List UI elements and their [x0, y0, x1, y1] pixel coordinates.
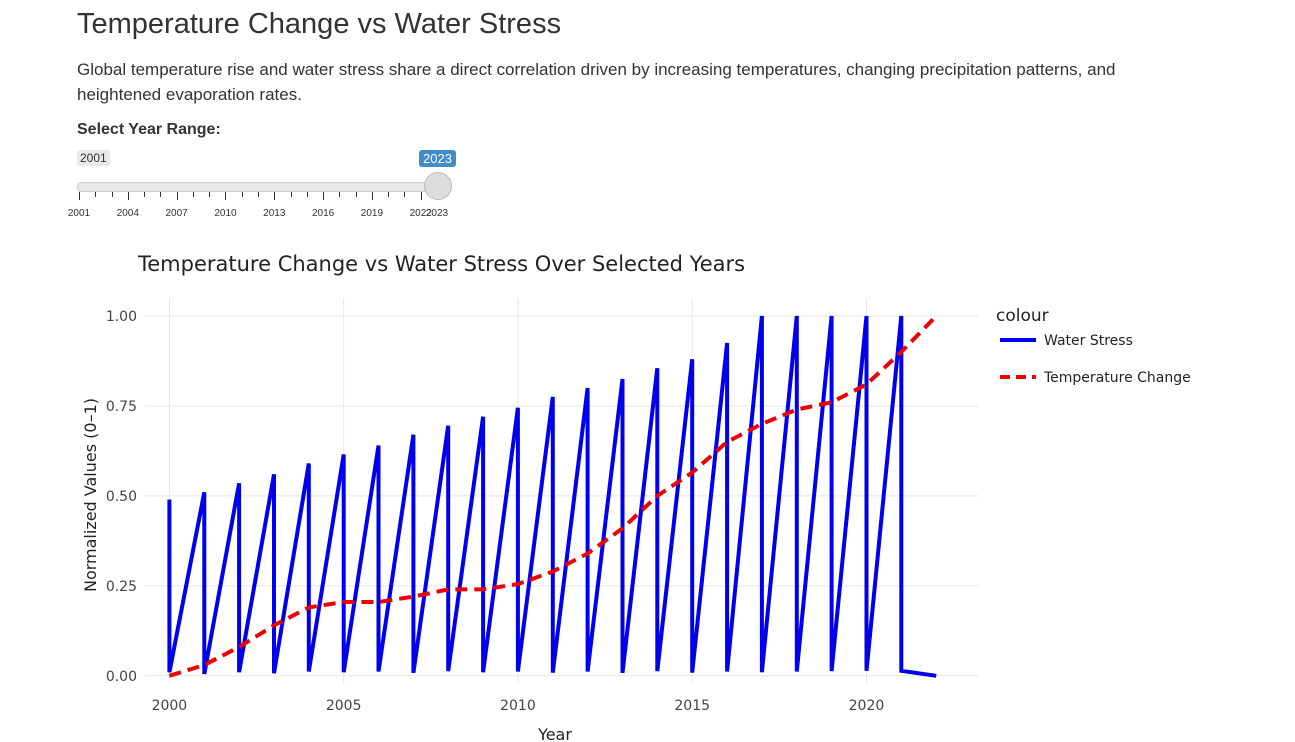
slider-max-value: 2023	[419, 150, 456, 167]
slider-tick	[192, 192, 194, 197]
slider-tick-label: 2004	[116, 208, 139, 219]
slider-tick-label: 2023	[425, 208, 449, 219]
slider-handle[interactable]	[424, 172, 452, 200]
x-tick-label: 2005	[326, 698, 362, 714]
slider-tick-label: 2010	[214, 208, 237, 219]
slider-tick	[111, 192, 113, 197]
x-axis-label: Year	[537, 725, 572, 742]
y-axis-label: Normalized Values (0–1)	[81, 398, 100, 592]
slider-tick-label: 2016	[311, 208, 335, 219]
slider-tick	[339, 192, 341, 197]
y-tick-label: 1.00	[106, 309, 137, 325]
slider-tick	[274, 192, 276, 200]
slider-tick	[404, 192, 406, 197]
slider-tick-label: 2001	[67, 208, 91, 219]
y-tick-label: 0.25	[106, 579, 137, 595]
slider-tick	[95, 192, 97, 197]
page-title: Temperature Change vs Water Stress	[77, 8, 562, 40]
legend-title: colour	[996, 306, 1049, 326]
chart-series	[167, 314, 938, 678]
chart-legend[interactable]: colour Water Stress Temperature Change	[996, 306, 1191, 386]
slider-tick	[355, 192, 357, 197]
x-axis-ticks: 2000 2005 2010 2015 2020	[152, 698, 885, 714]
series-line-temperature-change	[168, 314, 938, 678]
x-tick-label: 2020	[849, 698, 885, 714]
y-axis-ticks: 0.00 0.25 0.50 0.75 1.00	[106, 309, 137, 685]
slider-ticks: 2001 2004 2007 2010 2013 2016 2019 2022 2023	[68, 192, 457, 222]
y-tick-label: 0.50	[106, 489, 137, 505]
slider-tick-label: 2019	[360, 208, 384, 219]
legend-label: Water Stress	[1044, 333, 1133, 349]
slider-tick	[306, 192, 308, 197]
slider-tick	[144, 192, 146, 197]
slider-min-value: 2001	[77, 150, 110, 166]
year-range-label: Select Year Range:	[77, 121, 221, 138]
slider-track[interactable]	[77, 182, 439, 192]
slider-tick-label: 2022	[409, 208, 432, 219]
series-line-water-stress	[167, 315, 937, 678]
line-chart: Temperature Change vs Water Stress Over …	[81, 252, 1191, 742]
slider-tick	[160, 192, 162, 197]
y-tick-label: 0.75	[106, 399, 137, 415]
slider-tick	[290, 192, 292, 197]
slider-tick	[241, 192, 243, 197]
chart-title: Temperature Change vs Water Stress Over …	[137, 252, 745, 276]
slider-tick	[79, 192, 80, 200]
slider-tick	[176, 192, 178, 200]
slider-tick	[127, 192, 129, 200]
slider-tick-label: 2007	[165, 208, 188, 219]
slider-tick	[420, 192, 422, 200]
x-tick-label: 2000	[152, 698, 188, 714]
slider-tick	[209, 192, 211, 197]
page-description: Global temperature rise and water stress…	[77, 60, 1116, 104]
slider-tick-label: 2013	[263, 208, 286, 219]
x-tick-label: 2015	[674, 698, 710, 714]
slider-tick	[371, 192, 373, 200]
slider-tick	[388, 192, 390, 197]
x-tick-label: 2010	[500, 698, 536, 714]
slider-tick	[225, 192, 227, 200]
slider-tick	[258, 192, 259, 197]
legend-label: Temperature Change	[1043, 370, 1191, 386]
y-tick-label: 0.00	[106, 669, 137, 685]
slider-tick	[323, 192, 325, 200]
year-range-slider[interactable]: 2001 2023 2001 2004 2007 2010 2013 2016 2019 20…	[68, 148, 457, 224]
